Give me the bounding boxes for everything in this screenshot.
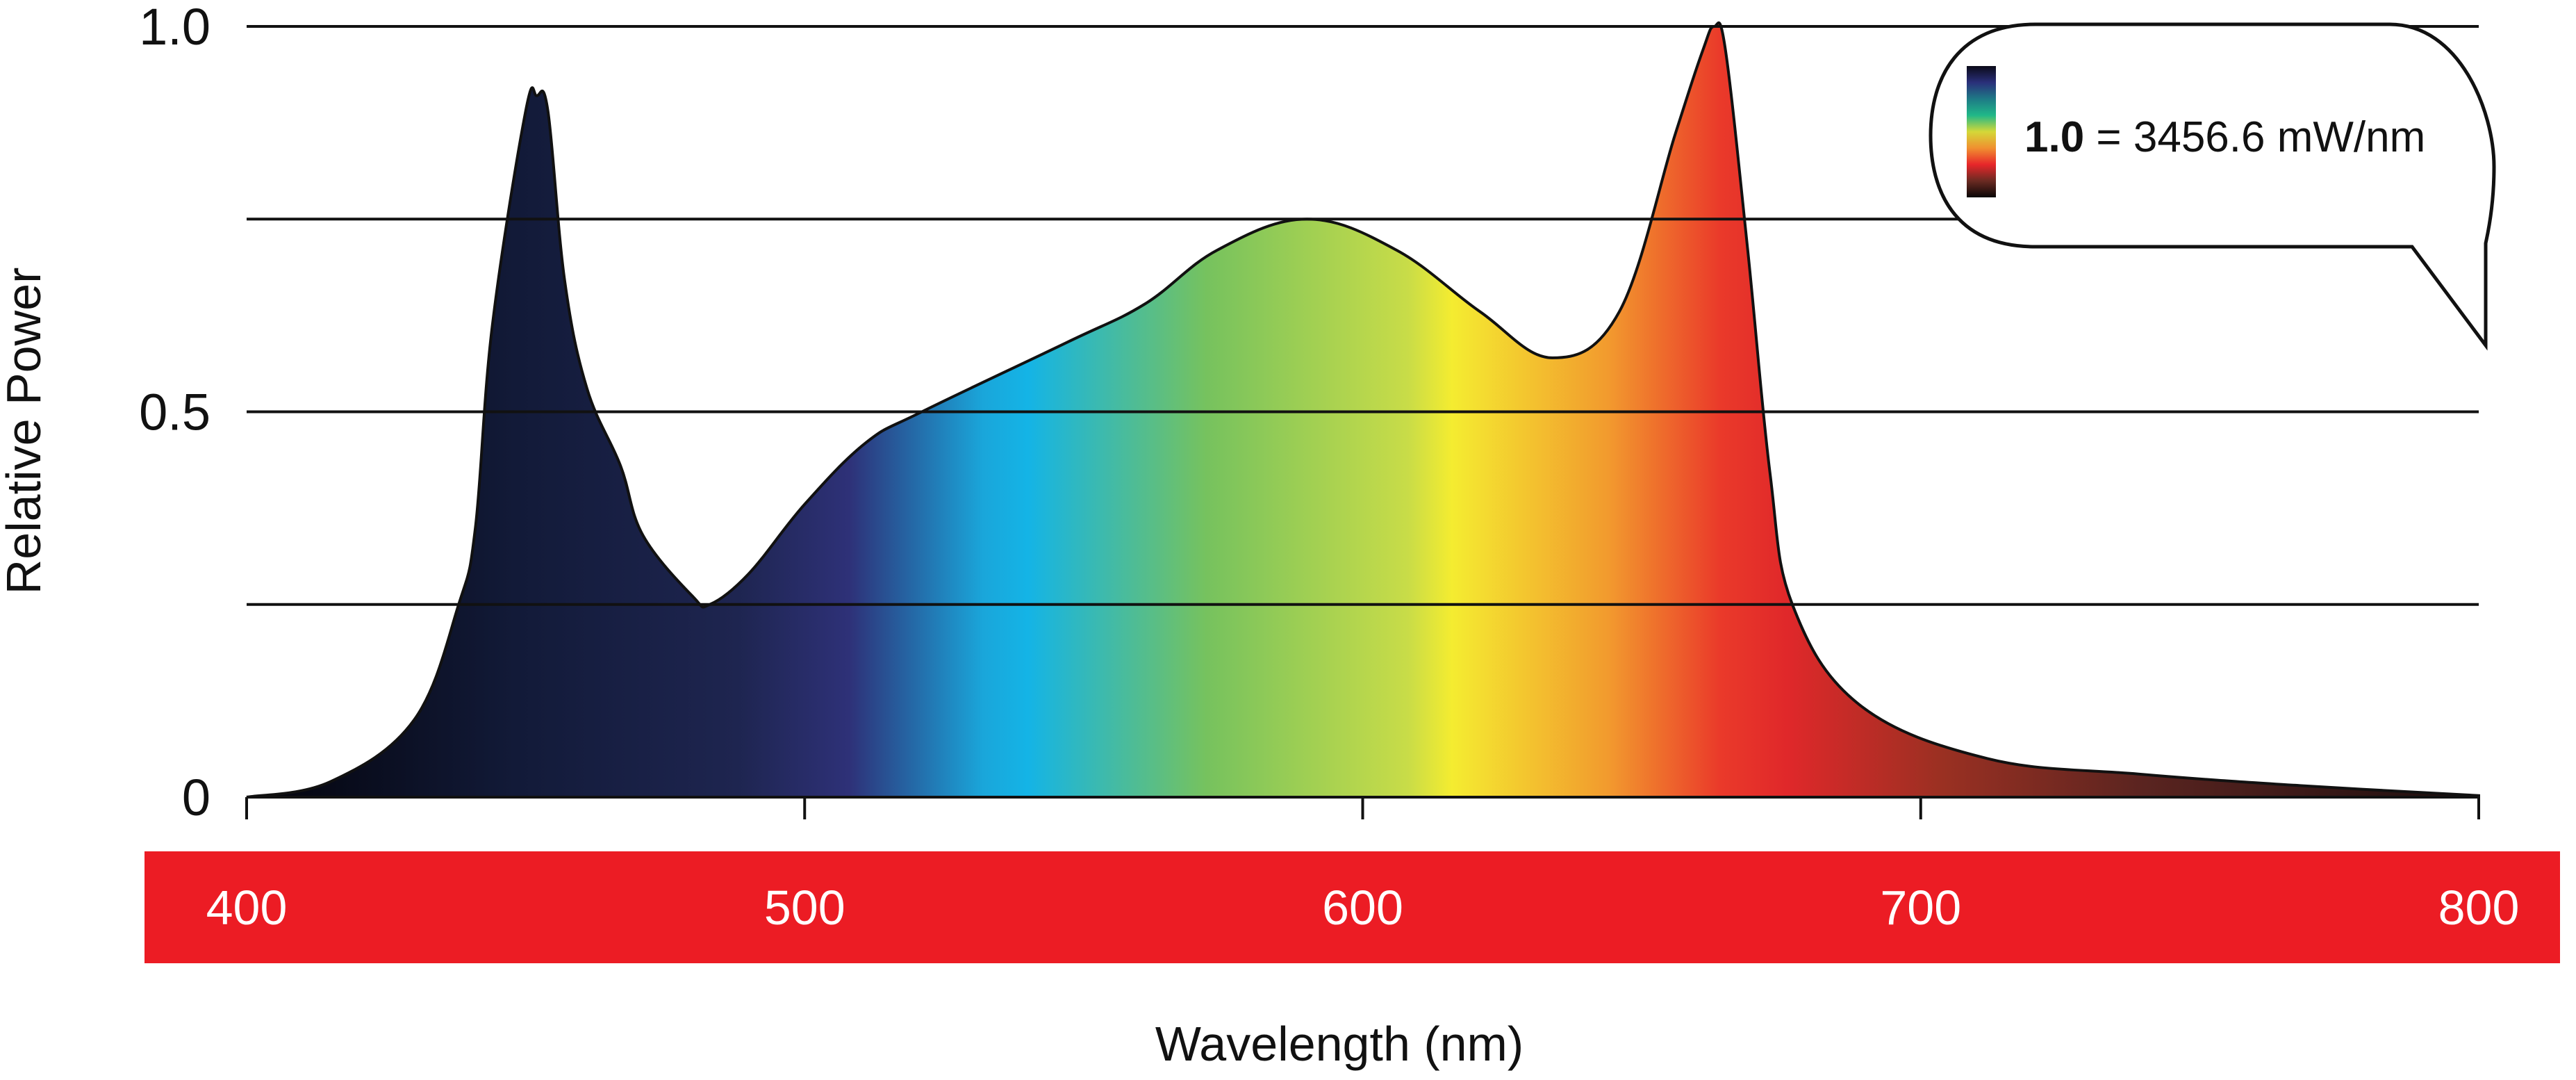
scale-annotation: 1.0 = 3456.6 mW/nm [2024,113,2425,161]
x-tick-label: 500 [764,881,845,935]
x-tick-labels: 400 500 600 700 800 [206,881,2520,935]
x-tick-label: 400 [206,881,288,935]
callout-bubble [1929,22,2496,351]
wavelength-band [145,851,2560,963]
scale-annotation-value: 1.0 [2024,113,2084,161]
scale-annotation-text: = 3456.6 mW/nm [2084,113,2425,161]
y-tick-label: 1.0 [139,0,210,56]
x-axis-title: Wavelength (nm) [1155,1017,1524,1071]
scale-callout: 1.0 = 3456.6 mW/nm [1929,22,2496,351]
y-tick-label: 0.5 [139,384,210,441]
x-tick-label: 600 [1322,881,1403,935]
color-scale-bar [1967,66,1996,197]
y-tick-label: 0 [182,769,210,826]
y-axis-title: Relative Power [0,268,51,595]
y-tick-labels: 0 0.5 1.0 [139,0,210,826]
x-tick-label: 700 [1880,881,1961,935]
x-ticks [245,797,2480,819]
x-tick-label: 800 [2438,881,2520,935]
